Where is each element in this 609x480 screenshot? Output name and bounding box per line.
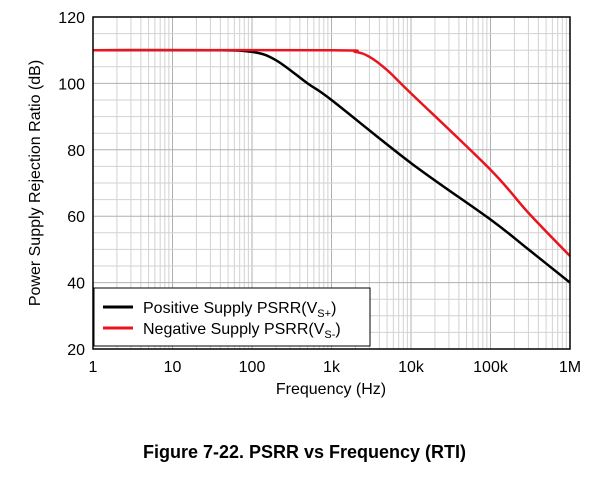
figure-caption: Figure 7-22. PSRR vs Frequency (RTI) <box>142 442 467 462</box>
x-tick-label: 10 <box>164 359 182 376</box>
x-tick-label: 1M <box>559 359 581 376</box>
y-tick-label: 40 <box>67 276 85 293</box>
y-tick-label: 120 <box>58 10 85 27</box>
y-tick-label: 60 <box>67 209 85 226</box>
y-tick-label: 100 <box>58 76 85 93</box>
y-tick-label: 80 <box>67 143 85 160</box>
y-tick-labels: 20 40 60 80 100 120 <box>58 10 85 359</box>
y-tick-label: 20 <box>67 342 85 359</box>
y-axis-label: Power Supply Rejection Ratio (dB) <box>27 60 44 306</box>
legend: Positive Supply PSRR(VS+) Negative Suppl… <box>93 287 371 347</box>
psrr-chart: 1 10 100 1k 10k 100k 1M 20 40 60 80 100 120 Frequen… <box>27 10 582 398</box>
x-tick-label: 1k <box>323 359 341 376</box>
legend-label-negative: Negative Supply PSRR(VS-) <box>143 321 341 341</box>
x-tick-label: 100k <box>473 359 509 376</box>
series-line-negative <box>92 48 571 257</box>
legend-box <box>93 287 371 347</box>
x-tick-label: 100 <box>239 359 266 376</box>
x-tick-label: 1 <box>89 359 98 376</box>
plot-frame <box>92 16 571 350</box>
series-lines <box>92 48 571 284</box>
x-tick-label: 10k <box>398 359 425 376</box>
legend-label-positive: Positive Supply PSRR(VS+) <box>143 300 336 320</box>
x-axis-label: Frequency (Hz) <box>276 381 386 398</box>
x-tick-labels: 1 10 100 1k 10k 100k 1M <box>89 359 582 376</box>
